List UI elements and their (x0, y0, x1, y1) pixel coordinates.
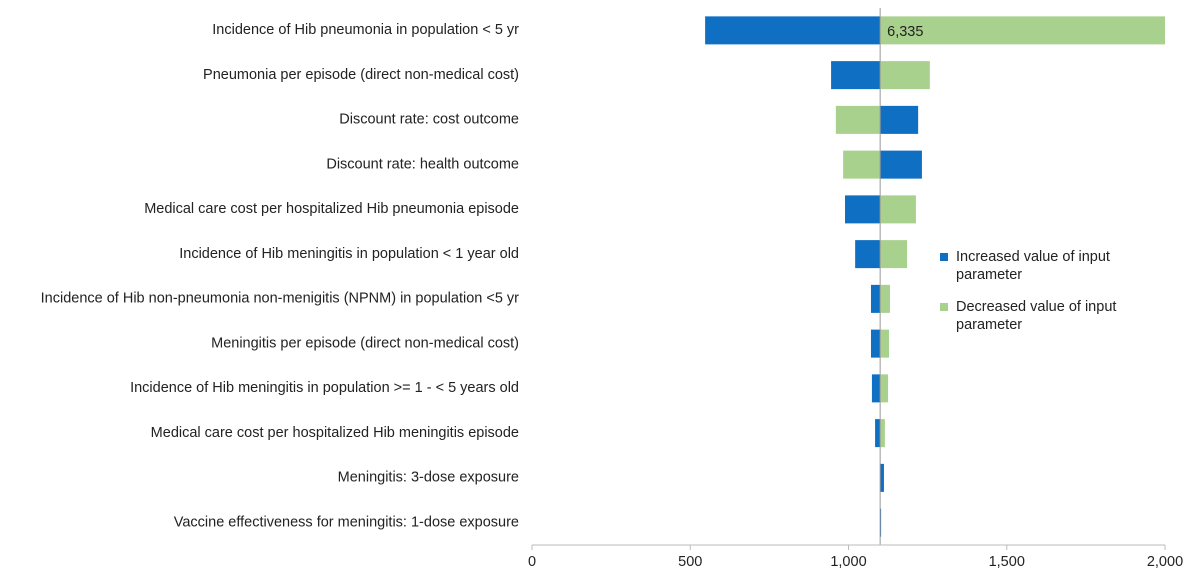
x-tick-label: 500 (678, 554, 702, 570)
legend-item: Increased value of input parameter (940, 248, 1140, 284)
category-label: Incidence of Hib non-pneumonia non-menig… (41, 291, 520, 307)
data-label: 6,335 (887, 24, 923, 40)
legend-label: Decreased value of input parameter (956, 299, 1117, 333)
bar (871, 374, 881, 403)
category-label: Incidence of Hib pneumonia in population… (212, 22, 519, 38)
bar (843, 150, 881, 179)
category-label: Pneumonia per episode (direct non-medica… (203, 67, 519, 83)
bar (831, 61, 881, 90)
bar (880, 195, 916, 224)
category-label: Incidence of Hib meningitis in populatio… (130, 380, 519, 396)
category-label: Medical care cost per hospitalized Hib m… (151, 425, 519, 441)
category-label: Discount rate: health outcome (326, 156, 519, 172)
category-label: Meningitis: 3-dose exposure (338, 470, 519, 486)
x-tick-label: 1,000 (830, 554, 866, 570)
bar (870, 329, 881, 358)
bar (880, 419, 885, 448)
bar (880, 463, 884, 492)
bar (870, 284, 881, 313)
category-label: Meningitis per episode (direct non-medic… (211, 335, 519, 351)
category-label: Discount rate: cost outcome (339, 112, 519, 128)
bar (880, 61, 930, 90)
bar (880, 16, 1165, 45)
plot-area (705, 16, 1165, 537)
legend-label: Increased value of input parameter (956, 249, 1110, 283)
legend-swatch (940, 303, 948, 311)
bar (880, 240, 908, 269)
legend-swatch (940, 253, 948, 261)
bar (835, 105, 881, 134)
bar (880, 150, 922, 179)
bar (880, 374, 889, 403)
bar (880, 105, 919, 134)
category-label: Vaccine effectiveness for meningitis: 1-… (174, 514, 519, 530)
bar (705, 16, 881, 45)
legend: Increased value of input parameter Decrea… (940, 248, 1140, 348)
category-label: Incidence of Hib meningitis in populatio… (179, 246, 519, 262)
bar (875, 419, 881, 448)
bar (880, 284, 890, 313)
x-tick-label: 0 (528, 554, 536, 570)
legend-item: Decreased value of input parameter (940, 298, 1140, 334)
bar (855, 240, 881, 269)
bar (845, 195, 881, 224)
x-tick-label: 2,000 (1147, 554, 1183, 570)
bar (880, 329, 890, 358)
category-label: Medical care cost per hospitalized Hib p… (144, 201, 519, 217)
x-tick-label: 1,500 (989, 554, 1025, 570)
